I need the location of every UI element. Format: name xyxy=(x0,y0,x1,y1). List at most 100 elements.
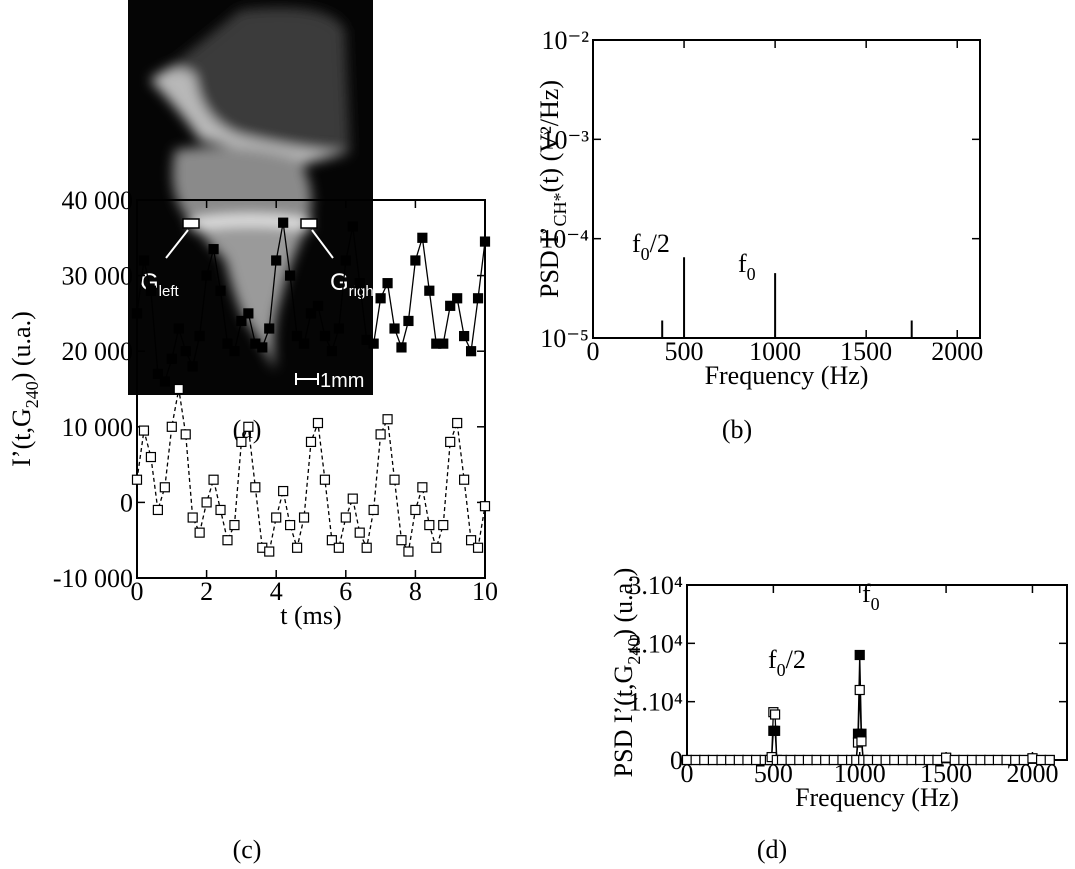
marker xyxy=(396,535,407,546)
x-tick-label: 2000 xyxy=(931,337,983,366)
marker xyxy=(889,754,900,766)
marker xyxy=(992,754,1004,766)
marker xyxy=(1010,754,1021,766)
marker xyxy=(298,512,310,523)
y-tick-label: 30 000 xyxy=(62,262,134,291)
marker xyxy=(479,501,491,512)
marker xyxy=(1035,754,1047,766)
marker xyxy=(333,542,344,553)
marker xyxy=(906,754,917,766)
marker xyxy=(776,754,788,766)
marker xyxy=(271,255,282,266)
marker xyxy=(243,308,254,319)
y-axis-label-sub: 240 xyxy=(624,638,644,665)
marker xyxy=(915,754,926,766)
marker xyxy=(438,519,449,531)
marker xyxy=(319,330,331,342)
marker xyxy=(375,293,386,304)
marker xyxy=(229,346,240,357)
marker xyxy=(333,323,344,334)
marker xyxy=(138,255,150,266)
marker xyxy=(975,754,986,766)
y-axis-label-part: I’(t,G xyxy=(7,408,36,466)
marker xyxy=(923,754,934,766)
marker xyxy=(382,414,393,425)
y-tick-label: 10⁻³ xyxy=(541,125,589,154)
marker xyxy=(984,754,995,766)
marker xyxy=(396,342,407,353)
marker xyxy=(236,436,247,448)
marker xyxy=(305,308,317,319)
marker xyxy=(410,255,421,266)
marker xyxy=(966,754,978,766)
marker xyxy=(769,709,781,720)
marker xyxy=(201,497,212,508)
y-tick-label: 10⁻⁵ xyxy=(540,324,589,353)
annotation-part: f xyxy=(862,579,871,608)
x-tick-label: 2 xyxy=(200,577,213,606)
marker xyxy=(340,512,351,523)
marker xyxy=(298,338,310,349)
marker xyxy=(243,421,254,432)
x-tick-label: 6 xyxy=(339,577,352,606)
marker xyxy=(1018,754,1029,766)
marker xyxy=(854,684,865,696)
x-tick-label: 1000 xyxy=(749,337,801,366)
marker xyxy=(312,417,324,429)
marker xyxy=(459,474,470,485)
marker xyxy=(445,436,456,448)
annotation-part: f xyxy=(768,645,777,674)
marker xyxy=(291,542,303,553)
marker xyxy=(201,270,212,281)
y-axis-label-part: PSD I’(t,G xyxy=(609,665,638,778)
x-axis-label: Frequency (Hz) xyxy=(795,783,959,812)
y-tick-label: 40 000 xyxy=(62,186,134,215)
marker xyxy=(681,754,693,766)
marker xyxy=(424,285,435,296)
x-tick-label: 1500 xyxy=(840,337,892,366)
marker xyxy=(725,754,736,766)
y-tick-label: 1.10⁴ xyxy=(628,688,683,717)
marker xyxy=(347,493,358,504)
marker xyxy=(742,754,753,766)
annotation: f0/2 xyxy=(768,645,806,680)
marker xyxy=(180,346,191,357)
marker xyxy=(958,754,969,766)
marker xyxy=(389,474,400,485)
y-tick-label: 20 000 xyxy=(62,337,134,366)
marker xyxy=(949,754,960,766)
y-tick-label: 2.10⁴ xyxy=(628,629,683,658)
y-axis-label-sub: 240 xyxy=(22,381,42,408)
marker xyxy=(1001,754,1012,766)
marker xyxy=(431,542,442,553)
marker xyxy=(166,353,177,364)
annotation-part: /2 xyxy=(786,645,806,674)
marker xyxy=(312,300,324,311)
marker xyxy=(445,300,456,311)
marker xyxy=(354,278,365,289)
x-tick-label: 0 xyxy=(131,577,144,606)
marker xyxy=(940,752,952,763)
marker xyxy=(145,285,157,296)
marker xyxy=(1044,754,1055,766)
marker xyxy=(368,504,379,516)
marker xyxy=(479,236,491,247)
series-line xyxy=(687,689,1050,761)
y-tick-label: 3.10⁴ xyxy=(628,571,683,600)
y-axis-label-sub: CH* xyxy=(550,192,570,226)
marker xyxy=(438,338,449,349)
y-tick-label: 10⁻² xyxy=(541,26,589,55)
marker xyxy=(403,315,414,327)
marker xyxy=(319,474,331,485)
marker xyxy=(699,754,710,766)
marker xyxy=(880,754,891,766)
marker xyxy=(166,421,177,432)
marker xyxy=(194,527,205,538)
marker xyxy=(465,535,477,546)
annotation-part: f xyxy=(632,229,641,258)
marker xyxy=(863,754,874,766)
marker xyxy=(138,425,150,436)
plot-frame xyxy=(136,199,486,579)
x-tick-label: 0 xyxy=(681,759,694,788)
